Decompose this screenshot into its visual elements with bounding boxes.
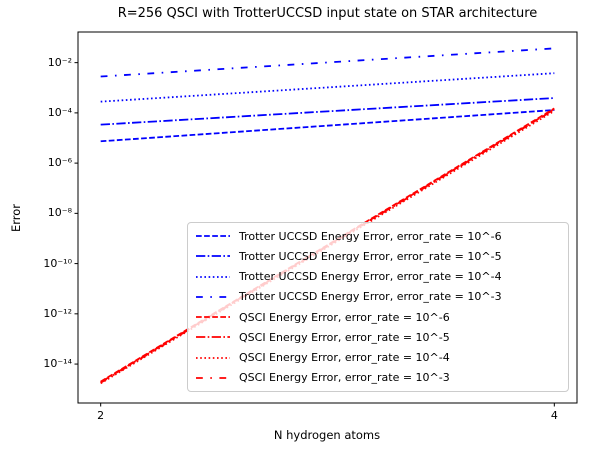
y-tick-label: 10⁻⁶ <box>47 156 72 170</box>
legend-item: Trotter UCCSD Energy Error, error_rate =… <box>196 267 560 287</box>
legend-item-label: Trotter UCCSD Energy Error, error_rate =… <box>239 229 502 243</box>
y-tick-label: 10⁻¹² <box>43 306 72 320</box>
legend-item: QSCI Energy Error, error_rate = 10^-5 <box>196 327 560 347</box>
series-line-0 <box>100 109 555 143</box>
y-tick-label: 10⁻² <box>47 55 72 69</box>
legend-item-label: Trotter UCCSD Energy Error, error_rate =… <box>239 270 502 284</box>
y-tick-label: 10⁻⁸ <box>47 206 72 220</box>
series-line-2 <box>100 72 555 103</box>
series-line-1 <box>100 97 555 126</box>
legend-item: QSCI Energy Error, error_rate = 10^-6 <box>196 307 560 327</box>
chart-title: R=256 QSCI with TrotterUCCSD input state… <box>117 6 538 21</box>
legend-item: QSCI Energy Error, error_rate = 10^-3 <box>196 368 560 388</box>
plot-frame <box>77 31 578 404</box>
legend-line-sample <box>196 235 230 238</box>
legend-item-label: QSCI Energy Error, error_rate = 10^-3 <box>239 371 450 385</box>
legend-line-sample <box>196 275 230 278</box>
x-tick-label: 2 <box>97 409 105 422</box>
legend-item-label: QSCI Energy Error, error_rate = 10^-4 <box>239 351 450 365</box>
x-tick-label: 4 <box>550 409 558 422</box>
legend-item: QSCI Energy Error, error_rate = 10^-4 <box>196 348 560 368</box>
legend: Trotter UCCSD Energy Error, error_rate =… <box>187 222 569 392</box>
x-axis-label: N hydrogen atoms <box>273 428 381 442</box>
legend-item-label: QSCI Energy Error, error_rate = 10^-5 <box>239 330 450 344</box>
legend-line-sample <box>196 336 230 339</box>
legend-item: Trotter UCCSD Energy Error, error_rate =… <box>196 287 560 307</box>
y-tick-label: 10⁻¹⁰ <box>43 256 72 270</box>
legend-line-sample <box>196 376 230 379</box>
legend-line-sample <box>196 295 230 298</box>
legend-item: Trotter UCCSD Energy Error, error_rate =… <box>196 246 560 266</box>
legend-item-label: Trotter UCCSD Energy Error, error_rate =… <box>239 290 502 304</box>
legend-item-label: QSCI Energy Error, error_rate = 10^-6 <box>239 310 450 324</box>
y-tick-label: 10⁻⁴ <box>47 105 72 119</box>
series-line-5 <box>100 108 555 383</box>
legend-line-sample <box>196 255 230 258</box>
y-axis-label: Error <box>9 203 23 233</box>
legend-line-sample <box>196 356 230 359</box>
y-tick-label: 10⁻¹⁴ <box>43 357 72 371</box>
legend-line-sample <box>196 316 230 319</box>
legend-item: Trotter UCCSD Energy Error, error_rate =… <box>196 226 560 246</box>
series-line-3 <box>100 47 555 78</box>
legend-item-label: Trotter UCCSD Energy Error, error_rate =… <box>239 249 502 263</box>
